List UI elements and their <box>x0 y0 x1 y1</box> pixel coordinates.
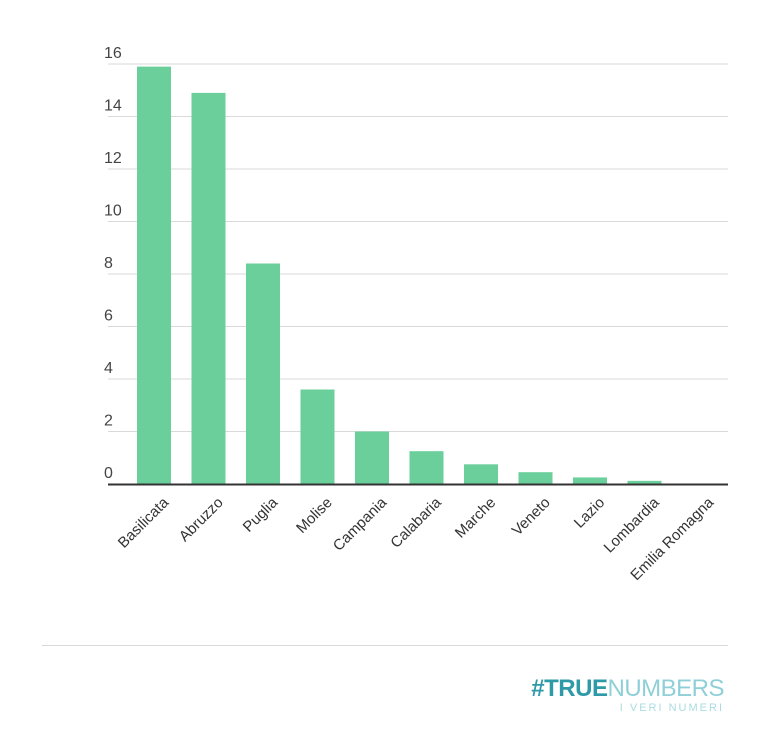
bar-calabaria <box>409 451 444 484</box>
logo-hash: # <box>531 675 545 702</box>
logo-wordmark: #TRUENUMBERS <box>531 676 724 702</box>
y-tick-label: 0 <box>104 465 113 482</box>
y-tick-label: 8 <box>104 255 113 272</box>
y-tick-label: 10 <box>104 203 122 220</box>
x-tick-label: Marche <box>452 494 499 541</box>
truenumbers-logo: #TRUENUMBERS I VERI NUMERI <box>531 676 724 715</box>
y-tick-label: 16 <box>104 45 122 62</box>
bar-marche <box>464 464 498 484</box>
bar-chart: 0 2 4 6 8 10 12 14 16 Basilicata Abruzzo Puglia Mol… <box>104 45 728 584</box>
x-tick-label: Abruzzo <box>176 494 227 545</box>
x-axis-labels: Basilicata Abruzzo Puglia MoliseCampaniaCal… <box>115 494 718 584</box>
y-axis-ticks: 0 2 4 6 8 10 12 14 16 <box>104 45 122 482</box>
bars <box>137 66 716 484</box>
y-tick-label: 6 <box>104 308 113 325</box>
bar-campania <box>355 431 389 484</box>
logo-true: TRUE <box>544 675 608 702</box>
bar-lazio <box>573 477 607 484</box>
logo-numbers: NUMBERS <box>607 675 724 702</box>
bar-lombardia <box>627 480 662 484</box>
bar-puglia <box>246 263 280 484</box>
y-tick-label: 2 <box>104 413 113 430</box>
logo-tagline: I VERI NUMERI <box>619 702 724 714</box>
y-tick-label: 4 <box>104 360 113 377</box>
x-tick-label: Calabaria <box>387 494 445 552</box>
bar-veneto <box>518 472 553 484</box>
x-tick-label: Molise <box>293 494 336 537</box>
bar-abruzzo <box>191 92 226 484</box>
footer-divider <box>42 645 728 646</box>
y-tick-label: 12 <box>104 150 122 167</box>
x-tick-label: Lazio <box>571 494 608 531</box>
x-tick-label: Campania <box>330 494 391 555</box>
x-tick-label: Puglia <box>240 494 282 536</box>
bar-molise <box>300 389 335 484</box>
bar-basilicata <box>137 66 171 484</box>
x-tick-label: Basilicata <box>115 494 173 552</box>
x-tick-label: Veneto <box>509 494 554 539</box>
y-tick-label: 14 <box>104 98 122 115</box>
